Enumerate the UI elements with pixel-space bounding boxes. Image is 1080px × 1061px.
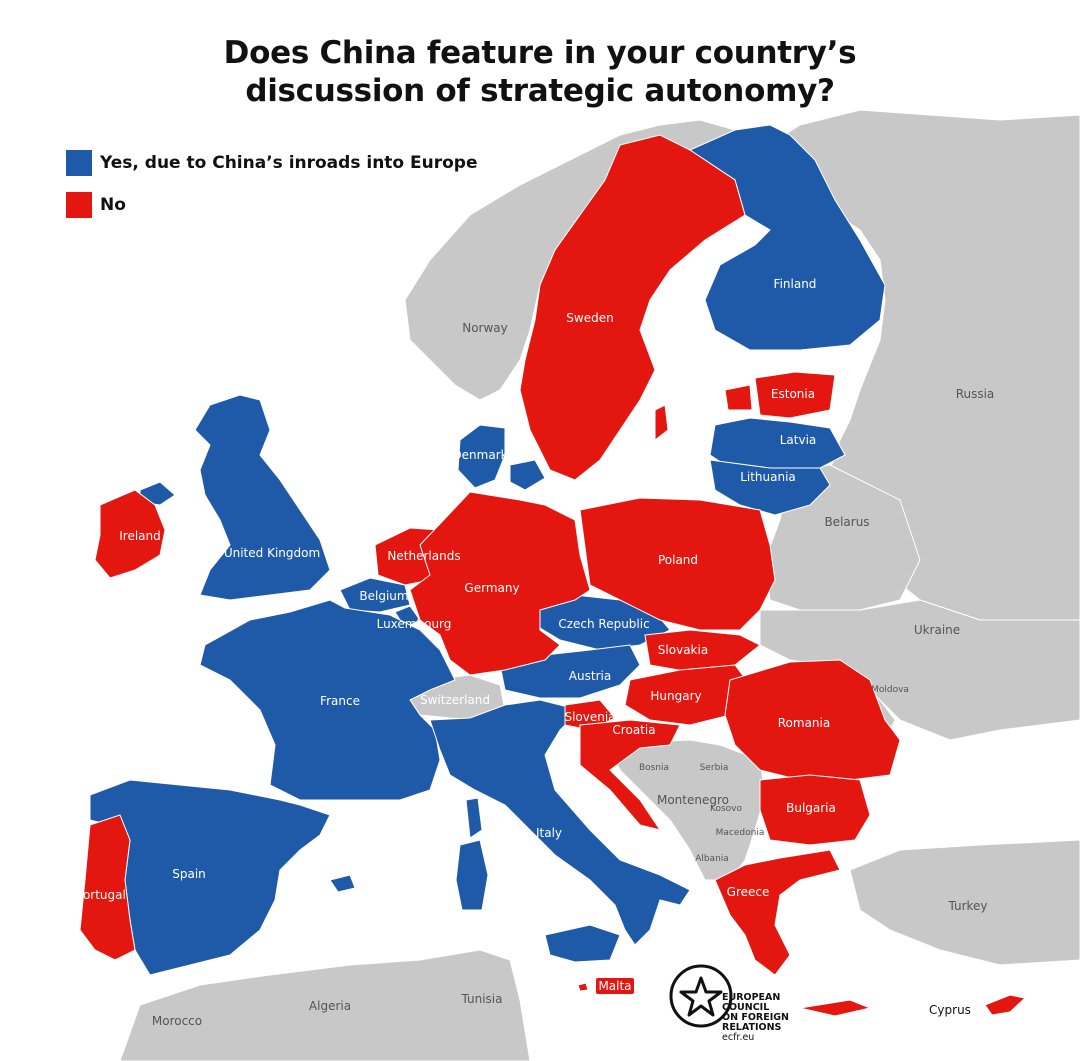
label-bulgaria: Bulgaria	[786, 801, 836, 815]
title-line-1: Does China feature in your country’s	[223, 35, 857, 71]
label-czech: Czech Republic	[558, 617, 649, 631]
country-labels: Norway Sweden Finland Russia Estonia Lat…	[76, 277, 994, 1028]
label-malta: Malta	[598, 979, 631, 993]
label-ukraine: Ukraine	[914, 623, 960, 637]
country-turkey	[849, 839, 1080, 966]
label-cyprus: Cyprus	[929, 1003, 971, 1017]
country-denmark	[457, 424, 506, 489]
legend-swatch-no	[66, 192, 92, 218]
country-corsica	[465, 797, 483, 839]
logo-line-3: ON FOREIGN	[722, 1012, 789, 1023]
country-greece-crete	[799, 999, 872, 1017]
logo-url: ecfr.eu	[722, 1032, 755, 1043]
label-france: France	[320, 694, 360, 708]
country-ireland	[94, 489, 166, 579]
label-slovakia: Slovakia	[658, 643, 708, 657]
label-finland: Finland	[774, 277, 817, 291]
label-norway: Norway	[462, 321, 508, 335]
label-switzerland: Switzerland	[420, 693, 490, 707]
label-portugal: Portugal	[76, 888, 126, 902]
label-russia: Russia	[956, 387, 995, 401]
label-latvia: Latvia	[780, 433, 817, 447]
country-germany	[409, 491, 591, 676]
label-slovenia: Slovenia	[564, 710, 615, 724]
logo-line-1: EUROPEAN	[722, 992, 781, 1003]
country-denmark-islands	[509, 459, 546, 491]
label-kosovo: Kosovo	[710, 804, 742, 814]
country-malta	[577, 982, 589, 992]
country-estonia-island	[724, 384, 753, 411]
no-countries	[79, 134, 1027, 1017]
label-albania: Albania	[695, 854, 729, 864]
legend: Yes, due to China’s inroads into Europe …	[66, 150, 478, 234]
country-finland	[688, 124, 886, 351]
label-croatia: Croatia	[612, 723, 655, 737]
label-romania: Romania	[778, 716, 830, 730]
star-in-circle-icon	[669, 964, 733, 1028]
label-sweden: Sweden	[566, 311, 613, 325]
label-belarus: Belarus	[824, 515, 869, 529]
country-cyprus	[984, 994, 1027, 1016]
country-sweden	[519, 134, 746, 481]
country-uk	[194, 394, 331, 601]
label-moldova: Moldova	[871, 685, 909, 695]
label-spain: Spain	[172, 867, 206, 881]
label-poland: Poland	[658, 553, 698, 567]
region-north-africa	[119, 949, 531, 1061]
title-line-2: discussion of strategic autonomy?	[245, 73, 835, 109]
label-montenegro: Montenegro	[657, 793, 729, 807]
yes-countries	[89, 124, 886, 976]
label-estonia: Estonia	[771, 387, 815, 401]
label-bosnia: Bosnia	[639, 763, 669, 773]
label-algeria: Algeria	[309, 999, 351, 1013]
country-balearic	[329, 874, 356, 893]
logo-line-4: RELATIONS	[722, 1022, 782, 1033]
label-hungary: Hungary	[650, 689, 701, 703]
legend-item-yes: Yes, due to China’s inroads into Europe	[66, 150, 478, 176]
label-ireland: Ireland	[119, 529, 161, 543]
country-italy-sardinia	[455, 839, 489, 911]
country-romania	[724, 659, 901, 781]
malta-label-bg	[596, 978, 634, 994]
country-estonia	[754, 371, 836, 419]
ecfr-logo-text: EUROPEAN COUNCIL ON FOREIGN RELATIONS ec…	[722, 993, 789, 1043]
country-croatia	[579, 719, 681, 831]
country-portugal	[79, 814, 136, 961]
country-lithuania	[709, 459, 831, 516]
label-denmark: Denmark	[452, 448, 507, 462]
label-morocco: Morocco	[152, 1014, 202, 1028]
legend-label-yes: Yes, due to China’s inroads into Europe	[100, 153, 478, 173]
region-balkans	[609, 739, 766, 881]
label-tunisia: Tunisia	[461, 992, 503, 1006]
country-greece	[714, 849, 841, 976]
label-germany: Germany	[464, 581, 519, 595]
label-luxembourg: Luxembourg	[377, 617, 452, 631]
label-serbia: Serbia	[700, 763, 729, 773]
legend-swatch-yes	[66, 150, 92, 176]
country-italy-sicily	[544, 924, 621, 963]
label-netherlands: Netherlands	[387, 549, 460, 563]
country-france	[199, 599, 456, 801]
label-greece: Greece	[727, 885, 770, 899]
label-italy: Italy	[536, 826, 562, 840]
label-austria: Austria	[569, 669, 611, 683]
legend-item-no: No	[66, 192, 478, 218]
label-uk: United Kingdom	[224, 546, 320, 560]
label-lithuania: Lithuania	[740, 470, 796, 484]
map-title: Does China feature in your country’s dis…	[0, 34, 1080, 110]
country-poland	[579, 497, 776, 631]
legend-label-no: No	[100, 195, 126, 215]
label-macedonia: Macedonia	[716, 828, 765, 838]
country-sweden-gotland	[654, 404, 669, 442]
label-belgium: Belgium	[359, 589, 408, 603]
country-bulgaria	[759, 774, 871, 846]
logo-line-2: COUNCIL	[722, 1002, 770, 1013]
country-slovakia	[644, 629, 761, 673]
label-turkey: Turkey	[947, 899, 987, 913]
